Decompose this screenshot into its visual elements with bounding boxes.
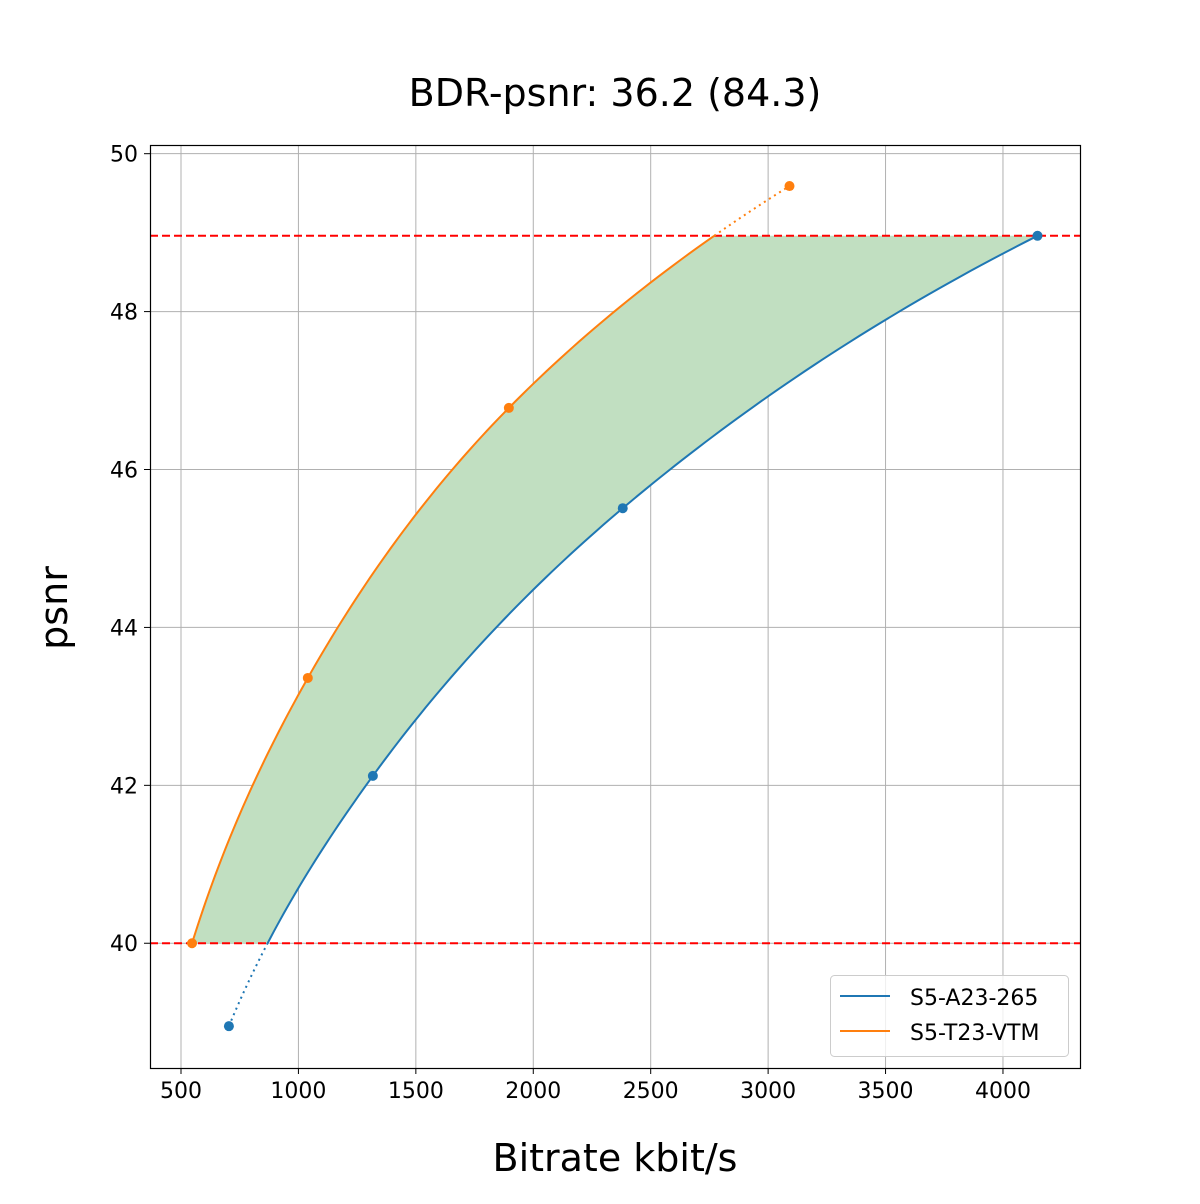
y-tick-label: 44 [110, 616, 138, 641]
x-tick-label: 4000 [975, 1079, 1031, 1104]
legend-label-1: S5-T23-VTM [910, 1021, 1039, 1046]
series-extrapolation-0 [227, 942, 269, 1027]
data-point-0 [367, 770, 378, 781]
x-tick-label: 2500 [623, 1079, 679, 1104]
data-point-0 [1032, 230, 1043, 241]
data-point-1 [784, 181, 795, 192]
reference-lines [150, 234, 1080, 945]
data-point-0 [223, 1021, 234, 1032]
x-tick-label: 1000 [270, 1079, 326, 1104]
fill-layer [192, 235, 1038, 944]
y-tick-label: 46 [110, 459, 138, 484]
y-axis-label: psnr [32, 566, 76, 650]
legend-label-0: S5-A23-265 [910, 986, 1038, 1011]
x-tick-label: 2000 [505, 1079, 561, 1104]
series-extrapolation-1 [713, 185, 791, 237]
x-axis-label: Bitrate kbit/s [493, 1136, 738, 1180]
x-tick-label: 3000 [740, 1079, 796, 1104]
data-point-1 [187, 938, 198, 949]
x-ticks: 500 1000 1500 2000 2500 3000 3500 4000 [160, 1068, 1031, 1104]
x-tick-label: 1500 [388, 1079, 444, 1104]
series-points [187, 181, 1043, 1032]
x-tick-label: 3500 [858, 1079, 914, 1104]
chart-title: BDR-psnr: 36.2 (84.3) [409, 71, 822, 115]
series-line-0 [266, 234, 1038, 944]
series-line-1 [191, 234, 715, 944]
legend: S5-A23-265 S5-T23-VTM [830, 975, 1069, 1057]
plot-frame [149, 144, 1082, 1070]
series-lines [191, 185, 1038, 1027]
bd-area-fill [192, 235, 1038, 944]
x-tick-label: 500 [160, 1079, 202, 1104]
data-point-0 [617, 503, 628, 514]
y-tick-label: 50 [110, 143, 138, 168]
y-tick-label: 48 [110, 301, 138, 326]
y-tick-label: 42 [110, 774, 138, 799]
y-tick-label: 40 [110, 932, 138, 957]
y-ticks: 40 42 44 46 48 50 [110, 143, 150, 957]
data-point-1 [302, 672, 313, 683]
data-point-1 [503, 402, 514, 413]
